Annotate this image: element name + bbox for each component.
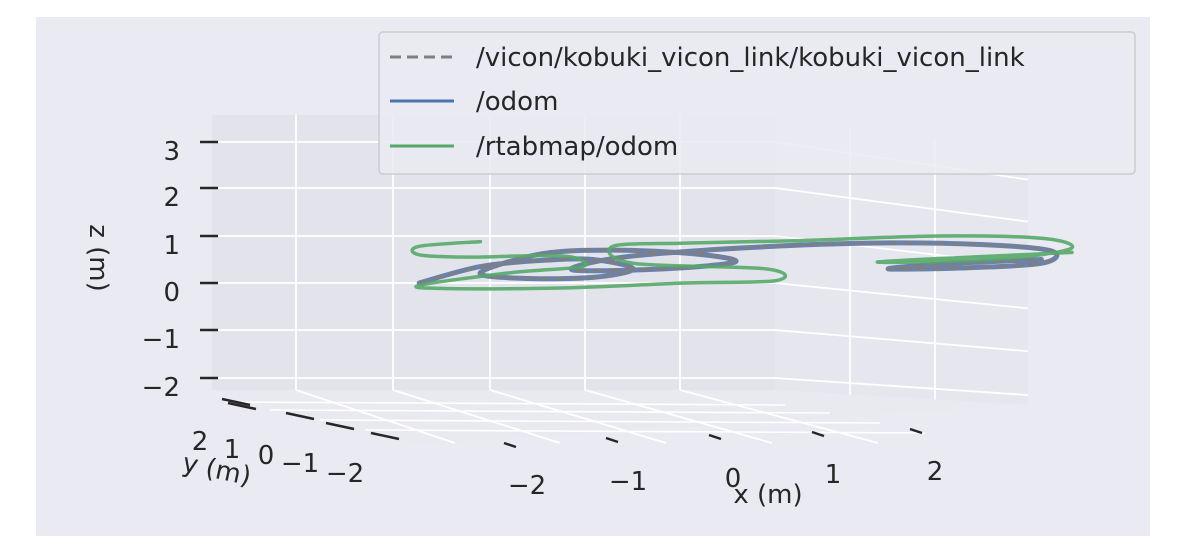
y-tick-mark xyxy=(285,411,315,421)
x-tick-mark xyxy=(708,433,722,441)
grid-line-floor-horizontal xyxy=(319,419,881,424)
y-tick-label: 2 xyxy=(192,427,209,457)
y-tick-label: 0 xyxy=(258,441,275,471)
z-tick-label: 3 xyxy=(163,137,180,167)
grid-line-side-horizontal xyxy=(774,329,1029,353)
y-tick-mark xyxy=(370,431,400,441)
y-tick-mark xyxy=(221,397,251,407)
z-tick-label: 1 xyxy=(163,231,180,261)
back-pane xyxy=(212,115,775,390)
x-tick-label: −1 xyxy=(609,467,647,497)
x-tick-label: 1 xyxy=(825,460,842,490)
y-tick-label: −2 xyxy=(326,459,364,489)
grid-line-floor xyxy=(392,389,561,444)
legend-label-rtabmap: /rtabmap/odom xyxy=(476,132,678,162)
legend: /vicon/kobuki_vicon_link/kobuki_vicon_li… xyxy=(378,31,1136,175)
grid-line-floor xyxy=(584,389,773,444)
grid-line-floor-horizontal xyxy=(364,429,926,434)
x-tick-mark xyxy=(605,436,619,444)
grid-line-floor xyxy=(489,389,667,444)
legend-box xyxy=(378,31,1136,175)
y-tick-mark xyxy=(325,421,355,431)
z-axis-label: z (m) xyxy=(83,224,113,292)
series-line-vicon xyxy=(417,241,1059,285)
z-tick-label: −1 xyxy=(142,325,180,355)
legend-label-odom: /odom xyxy=(476,87,558,117)
x-tick-mark xyxy=(811,430,825,438)
x-tick-label: 0 xyxy=(725,464,742,494)
legend-label-vicon: /vicon/kobuki_vicon_link/kobuki_vicon_li… xyxy=(476,43,1025,73)
z-tick-label: −2 xyxy=(142,373,180,403)
y-tick-label: 1 xyxy=(224,435,241,465)
grid-line-floor-horizontal xyxy=(269,409,831,414)
y-tick-label: −1 xyxy=(281,449,319,479)
grid-line-floor xyxy=(679,389,879,444)
z-tick-label: 0 xyxy=(163,278,180,308)
z-tick-label: 2 xyxy=(163,183,180,213)
grid-line-side-horizontal xyxy=(774,187,1029,223)
series-line-rtabmap xyxy=(410,234,1075,291)
grid-line-floor-horizontal xyxy=(224,401,786,406)
x-axis-label: x (m) xyxy=(733,480,802,510)
grid-line-side-horizontal xyxy=(774,377,1029,396)
x-tick-label: 2 xyxy=(927,457,944,487)
x-tick-label: −2 xyxy=(508,471,546,501)
series-layer xyxy=(410,234,1075,291)
x-tick-mark xyxy=(503,441,517,449)
grid-line-floor xyxy=(295,389,456,444)
x-tick-mark xyxy=(909,427,923,435)
y-tick-mark xyxy=(227,401,257,411)
grid-line-side-horizontal xyxy=(774,282,1029,310)
